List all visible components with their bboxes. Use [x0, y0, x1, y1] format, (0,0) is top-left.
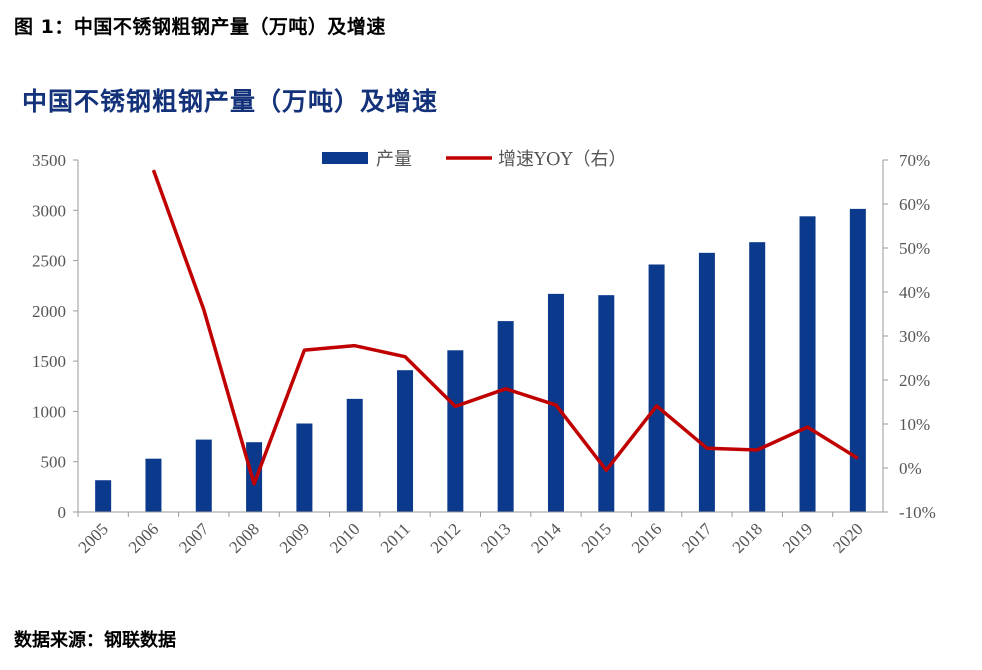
- right-tick-label: 30%: [899, 327, 930, 346]
- left-tick-label: 500: [41, 453, 67, 472]
- bar: [698, 252, 715, 512]
- left-tick-label: 2000: [32, 302, 66, 321]
- left-tick-label: 0: [58, 503, 67, 522]
- bar: [296, 423, 313, 512]
- right-tick-label: 70%: [899, 151, 930, 170]
- x-tick-label: 2018: [729, 519, 766, 556]
- left-axis: 0 500 1000 1500 2000 2500 3000 3500: [32, 151, 78, 522]
- x-axis: 2005 2006 2007 2008 2009 2010 2011 2012 2013 2014…: [75, 512, 867, 557]
- bar: [346, 398, 363, 512]
- bar: [246, 442, 263, 512]
- left-tick-label: 2500: [32, 252, 66, 271]
- x-tick-label: 2016: [628, 519, 665, 556]
- left-tick-label: 1500: [32, 352, 66, 371]
- x-tick-label: 2020: [829, 519, 866, 556]
- chart-title: 中国不锈钢粗钢产量（万吨）及增速: [22, 87, 439, 116]
- legend-bar-swatch: [322, 152, 368, 164]
- x-tick-label: 2017: [678, 519, 716, 557]
- bar: [749, 242, 766, 512]
- x-tick-label: 2006: [125, 519, 162, 556]
- bar: [497, 321, 514, 512]
- bar: [648, 264, 665, 512]
- bar: [195, 439, 212, 512]
- legend-line-label: 增速YOY（右）: [498, 149, 627, 170]
- bar: [849, 208, 866, 512]
- x-tick-label: 2005: [75, 519, 112, 556]
- bar: [447, 350, 464, 512]
- right-tick-label: 50%: [899, 239, 930, 258]
- x-tick-label: 2019: [779, 519, 816, 556]
- bar: [799, 216, 816, 512]
- line-series: [151, 169, 859, 486]
- left-tick-label: 1000: [32, 402, 66, 421]
- right-tick-label: 20%: [899, 371, 930, 390]
- legend-bar-label: 产量: [376, 149, 412, 170]
- right-tick-label: 60%: [899, 195, 930, 214]
- right-tick-label: 40%: [899, 283, 930, 302]
- x-tick-label: 2012: [427, 519, 464, 556]
- right-tick-label: -10%: [899, 503, 936, 522]
- x-tick-label: 2007: [175, 519, 213, 557]
- x-tick-label: 2009: [276, 519, 313, 556]
- left-tick-label: 3000: [32, 201, 66, 220]
- bar-series: [95, 208, 866, 512]
- x-tick-label: 2011: [377, 519, 414, 556]
- x-tick-label: 2015: [578, 519, 615, 556]
- right-axis: -10% 0% 10% 20% 30% 40% 50% 60% 70%: [883, 151, 936, 522]
- bar: [547, 293, 564, 512]
- right-tick-label: 0%: [899, 459, 922, 478]
- legend: 产量 增速YOY（右）: [322, 149, 627, 170]
- x-tick-label: 2008: [225, 519, 262, 556]
- bar: [145, 458, 162, 512]
- x-tick-label: 2014: [527, 519, 565, 557]
- figure-caption: 图 1：中国不锈钢粗钢产量（万吨）及增速: [14, 16, 386, 38]
- left-tick-label: 3500: [32, 151, 66, 170]
- bar: [95, 480, 112, 512]
- bar: [598, 295, 615, 512]
- right-tick-label: 10%: [899, 415, 930, 434]
- bar: [397, 370, 414, 512]
- x-tick-label: 2013: [477, 519, 514, 556]
- data-source: 数据来源：钢联数据: [14, 630, 176, 651]
- x-tick-label: 2010: [326, 519, 363, 556]
